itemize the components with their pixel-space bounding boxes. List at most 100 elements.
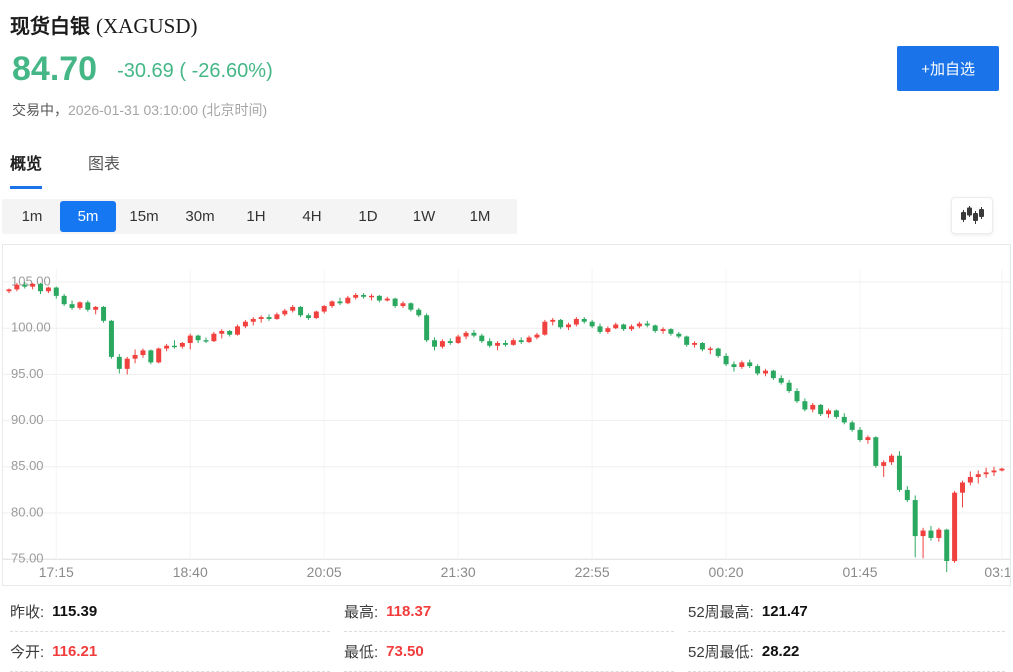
candle [156,347,162,364]
candle [258,315,264,323]
candle [392,297,398,308]
candle [755,364,761,376]
quote-datetime: 2026-01-31 03:10:00 [68,102,198,118]
candle [762,368,768,377]
candle-body [463,332,469,337]
candle [629,324,635,331]
candle-body [889,455,895,463]
candle [203,337,209,343]
candle-body [69,304,75,308]
stat-label: 今开: [10,644,45,661]
candle [6,288,12,294]
candle-body [959,482,965,493]
stat-prev-close: 昨收: 115.39 [10,592,330,632]
candle [684,335,690,347]
candle-body [668,329,674,334]
stat-value: 121.47 [761,603,808,620]
candle [416,307,422,318]
candle-body [116,356,122,369]
candle-body [739,362,745,368]
candle [865,435,871,444]
candle [101,306,107,323]
instrument-symbol: (XAGUSD) [96,14,198,38]
candle [558,318,564,330]
timeframe-button-15m[interactable]: 15m [129,208,159,225]
timeframe-button-1w[interactable]: 1W [412,208,436,225]
candle-body [881,462,887,466]
candle-body [266,317,272,319]
candle [179,342,185,349]
candle [219,329,225,339]
candle [810,403,816,413]
candle [227,330,233,337]
candle [826,408,832,418]
candle-body [408,303,414,310]
candle [30,282,36,290]
tab-overview[interactable]: 概览 [10,150,43,189]
candle [45,286,51,294]
candle [400,301,406,308]
add-watchlist-button[interactable]: +加自选 [897,46,999,91]
tab-chart[interactable]: 图表 [88,156,121,173]
stat-value: 118.37 [386,603,432,620]
candle [140,348,146,358]
chart-toolbar: 1m 5m 15m 30m 1H 4H 1D 1W 1M [2,197,1011,235]
stat-value: 73.50 [386,643,424,660]
candle [944,528,950,573]
candle-body [534,334,540,338]
timeframe-button-4h[interactable]: 4H [302,208,322,225]
timeframe-button-1m[interactable]: 1M [469,208,491,225]
candle [495,341,501,351]
candle-body [999,468,1005,471]
market-status: 交易中， [12,102,68,118]
candle [14,282,20,292]
timeframe-button-1m[interactable]: 1m [21,208,43,225]
candle [432,337,438,351]
candle-body [692,342,698,345]
candle [384,296,390,302]
candle-body [550,319,556,322]
x-axis-label: 21:30 [441,564,476,580]
candle-body [203,340,209,342]
candle [896,451,902,492]
candle [282,308,288,317]
candle [550,318,556,326]
x-axis-label: 01:45 [843,564,878,580]
candle-body [108,320,114,357]
candle-body [164,345,170,349]
candle-body [644,323,650,326]
candle-body [495,342,501,346]
candle [621,323,627,331]
candle [542,319,548,336]
candle-body [802,401,808,410]
candle [967,471,973,486]
candle-body [770,370,776,379]
candle [739,360,745,369]
timeframe-button-1d[interactable]: 1D [358,208,378,225]
candle [510,338,516,346]
stat-open: 今开: 116.21 [10,632,330,672]
timeframe-button-1h[interactable]: 1H [246,208,266,225]
timeframe-button-30m[interactable]: 30m [185,208,215,225]
candle-body [565,324,571,328]
candle-body [967,476,973,483]
candle [124,356,130,375]
candle [534,332,540,340]
candle-body [660,329,666,331]
candle [975,470,981,484]
candle [952,490,958,563]
chart-style-button[interactable] [951,197,993,234]
candlestick-chart[interactable]: 105.00 100.00 95.00 90.00 85.00 80.00 75.00 17:… [2,244,1011,586]
candle-body [329,301,335,307]
candle [447,338,453,345]
candle-body [629,326,635,330]
candle-body [416,309,422,316]
candle-body [258,317,264,319]
timeframe-button-5m[interactable]: 5m [60,201,116,232]
candle [353,293,359,300]
candle-body [132,354,138,359]
candle-body [187,335,193,343]
candle [164,343,170,352]
candle-body [920,530,926,537]
